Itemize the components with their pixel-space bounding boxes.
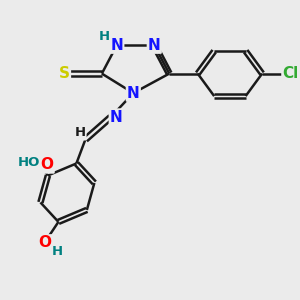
Text: O: O	[40, 158, 53, 172]
Text: H: H	[51, 245, 62, 258]
Text: H: H	[99, 30, 110, 43]
Text: Cl: Cl	[282, 66, 299, 81]
Text: N: N	[148, 38, 161, 53]
Text: N: N	[110, 38, 123, 53]
Text: H: H	[74, 126, 86, 140]
Text: HO: HO	[18, 156, 40, 170]
Text: N: N	[110, 110, 123, 124]
Text: S: S	[59, 66, 70, 81]
Text: N: N	[127, 85, 140, 100]
Text: O: O	[38, 236, 51, 250]
